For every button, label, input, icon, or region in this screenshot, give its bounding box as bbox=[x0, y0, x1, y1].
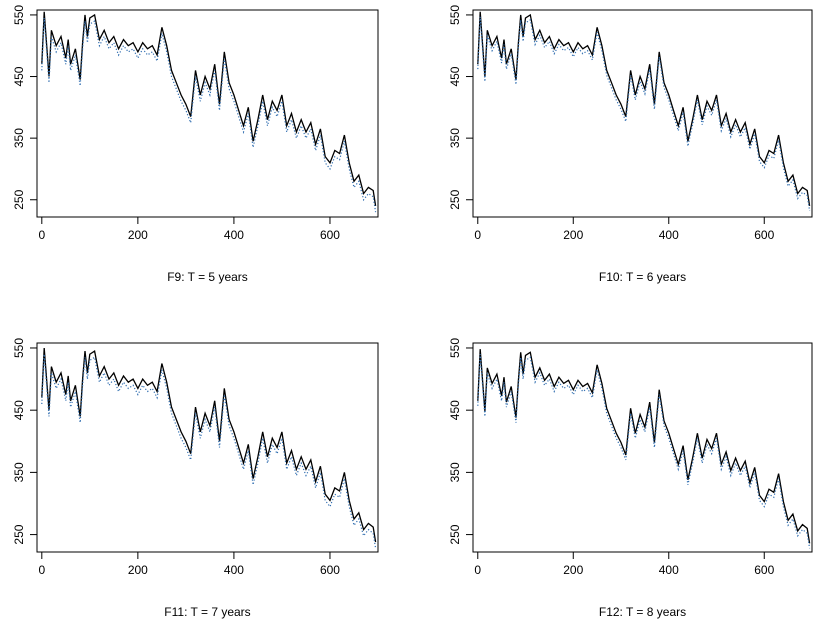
chart-panel-4: 0 200 400 600 250 350 450 550 F12: T = 8 years bbox=[448, 338, 813, 619]
plot-frame bbox=[36, 9, 379, 218]
y-tick-label: 450 bbox=[448, 400, 462, 420]
y-tick-label: 450 bbox=[12, 400, 26, 420]
y-tick-label: 250 bbox=[448, 524, 462, 544]
x-tick-label: 200 bbox=[563, 563, 583, 577]
panel-title: F12: T = 8 years bbox=[599, 605, 686, 619]
plot-frame bbox=[472, 9, 813, 218]
x-tick-label: 0 bbox=[38, 228, 45, 242]
y-tick-label: 450 bbox=[12, 66, 26, 86]
x-tick-label: 600 bbox=[320, 563, 340, 577]
x-tick-label: 600 bbox=[754, 563, 774, 577]
y-tick-label: 550 bbox=[12, 338, 26, 358]
series-line-solid bbox=[41, 11, 377, 207]
panel-title: F11: T = 7 years bbox=[164, 605, 250, 619]
x-tick-label: 600 bbox=[320, 228, 340, 242]
series-line-solid bbox=[477, 11, 811, 207]
y-tick-label: 350 bbox=[448, 462, 462, 482]
chart-panel-3: 0 200 400 600 250 350 450 550 F11: T = 7 years bbox=[12, 338, 379, 619]
plot-frame bbox=[36, 342, 379, 553]
y-tick-label: 550 bbox=[448, 5, 462, 25]
y-tick-label: 350 bbox=[12, 128, 26, 148]
x-tick-label: 0 bbox=[38, 563, 45, 577]
series-line-solid bbox=[477, 349, 811, 544]
x-tick-label: 400 bbox=[659, 228, 679, 242]
series-line-dotted bbox=[41, 354, 377, 549]
chart-panel-1: 0 200 400 600 250 350 450 550 F9: T = 5 years bbox=[12, 5, 379, 284]
x-tick-label: 200 bbox=[563, 228, 583, 242]
x-tick-label: 600 bbox=[754, 228, 774, 242]
y-tick-label: 550 bbox=[448, 338, 462, 358]
x-tick-label: 0 bbox=[474, 563, 481, 577]
panel-title: F10: T = 6 years bbox=[599, 270, 686, 284]
series-line-dotted bbox=[477, 354, 811, 549]
y-tick-label: 450 bbox=[448, 66, 462, 86]
series-line-dotted bbox=[41, 17, 377, 213]
x-tick-label: 400 bbox=[224, 563, 244, 577]
plot-frame bbox=[472, 342, 813, 553]
series-line-dotted bbox=[477, 16, 811, 211]
y-tick-label: 250 bbox=[12, 189, 26, 209]
y-tick-label: 250 bbox=[12, 524, 26, 544]
y-tick-label: 350 bbox=[12, 462, 26, 482]
series-line-solid bbox=[41, 347, 377, 543]
x-tick-label: 400 bbox=[659, 563, 679, 577]
x-tick-label: 0 bbox=[474, 228, 481, 242]
x-tick-label: 200 bbox=[128, 228, 148, 242]
y-tick-label: 250 bbox=[448, 189, 462, 209]
y-tick-label: 550 bbox=[12, 5, 26, 25]
y-tick-label: 350 bbox=[448, 128, 462, 148]
panel-title: F9: T = 5 years bbox=[167, 270, 248, 284]
x-tick-label: 400 bbox=[224, 228, 244, 242]
x-tick-label: 200 bbox=[128, 563, 148, 577]
chart-panel-2: 0 200 400 600 250 350 450 550 F10: T = 6 years bbox=[448, 5, 813, 284]
